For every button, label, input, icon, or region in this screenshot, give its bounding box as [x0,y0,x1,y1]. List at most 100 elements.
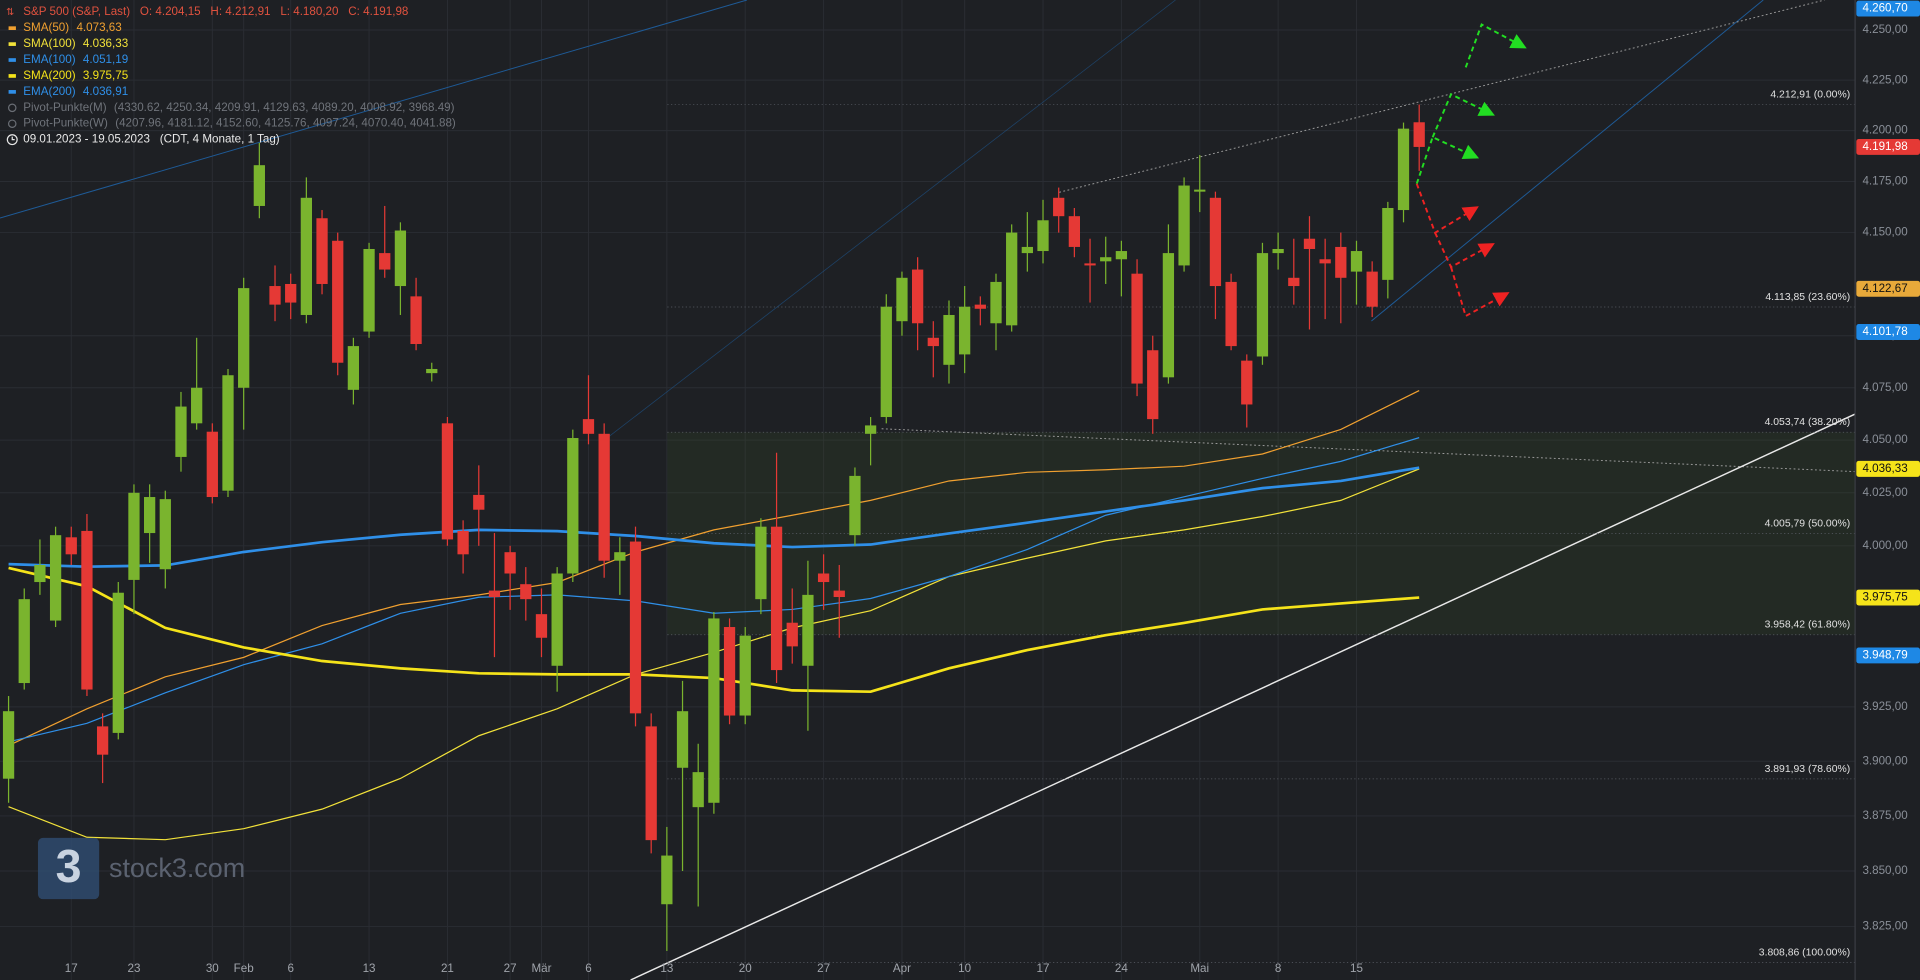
candle-body [786,622,798,647]
candle-body [191,387,203,424]
candle-body [1053,197,1065,217]
clock-icon [6,134,18,146]
candle-body [300,197,312,315]
candle-body [1068,216,1080,247]
trend-line [599,0,1176,444]
price-marker [1856,138,1920,155]
price-marker [1856,589,1920,606]
candle-body [833,590,845,598]
candle-body [112,592,124,733]
legend-value: 4.073,63 [76,21,121,34]
candle-body [1350,251,1363,272]
candle-body [849,475,861,536]
header: S&P 500 (S&P, Last) O: 4.204,15 H: 4.212,9… [23,5,408,18]
candle-body [441,423,454,540]
watermark-text: stock3.com [109,853,245,883]
candle-body [175,406,187,457]
x-tick-label: 13 [660,962,673,975]
candle-body [1131,273,1143,384]
y-tick-label: 4.050,00 [1862,433,1908,446]
candle-body [394,230,407,287]
pivot-entry: Pivot-Punkte(W) (4207.96, 4181.12, 4152.6… [23,117,456,130]
candle-body [238,288,250,388]
candle-body [18,599,30,684]
candle-body [598,433,610,561]
candle-body [817,573,830,583]
projection-up [1415,135,1480,185]
pivot-icon [7,119,17,129]
projection-up [1464,23,1527,68]
candle-body [222,375,234,491]
legend-entry: EMA(100) 4.051,19 [23,53,128,66]
candle-body [49,535,62,621]
x-tick-label: 27 [504,962,517,975]
candle-body [755,526,767,600]
range-note: (CDT, 4 Monate, 1 Tag) [160,133,280,146]
x-tick-label: Apr [893,962,911,975]
candle-body [974,304,986,309]
x-tick-label: 17 [65,962,78,975]
candle-body [159,499,171,570]
y-tick-label: 3.925,00 [1862,700,1908,713]
candle-body [739,635,751,716]
candle-body [1084,263,1096,266]
candle-body [457,530,469,555]
candle-body [959,306,971,355]
candle-body [504,552,516,574]
candle-body [708,618,720,803]
candle-body [347,346,360,390]
candle-body [912,269,924,324]
legend-entry: EMA(200) 4.036,91 [23,85,128,98]
candle-body [1021,246,1033,254]
fib-label: 3.808,86 (100.00%) [1759,947,1850,958]
candle-body [535,614,548,638]
ohlc-value: C: 4.191,98 [348,5,408,18]
y-tick-label: 4.075,00 [1862,381,1908,394]
price-marker [1856,460,1920,477]
candle-body [567,438,579,574]
candle-body [880,306,892,418]
candle-body [410,296,422,345]
candle-body [990,281,1002,324]
legend-name: EMA(200) [23,85,75,98]
candle-body [379,253,391,270]
pivot-entry: Pivot-Punkte(M) (4330.62, 4250.34, 4209.9… [23,101,454,114]
symbol: S&P 500 (S&P, Last) [23,5,130,18]
legend: S&P 500 (S&P, Last) O: 4.204,15 H: 4.212,9… [6,5,456,145]
x-tick-label: 13 [363,962,376,975]
x-tick-label: Mai [1190,962,1209,975]
candle-body [692,772,704,808]
projection-down [1450,266,1510,318]
price-marker-label: 3.948,79 [1862,649,1907,662]
pivot-name: Pivot-Punkte(W) [23,117,108,130]
candle-body [551,573,563,666]
legend-entry: SMA(100) 4.036,33 [23,37,128,50]
y-tick-label: 4.200,00 [1862,124,1908,137]
fib-zone [667,432,1856,635]
fib-label: 4.005,79 (50.00%) [1765,518,1851,529]
candle-body [1382,208,1394,280]
moving-average-line [8,390,1420,747]
candle-body [629,541,642,714]
x-tick-label: Feb [234,962,254,975]
candle-body [34,564,46,583]
candle-body [206,431,218,498]
candle-body [1319,259,1331,264]
x-tick-label: 6 [585,962,591,975]
price-marker-label: 4.122,67 [1862,282,1907,295]
candle-body [1037,220,1049,252]
legend-swatch [8,26,16,31]
candle-body [285,283,297,303]
y-tick-label: 4.025,00 [1862,486,1908,499]
candle-body [1335,246,1347,278]
candle-body [1178,185,1190,266]
price-marker-label: 3.975,75 [1862,591,1907,604]
y-tick-label: 3.825,00 [1862,920,1908,933]
trend-line [0,0,748,219]
price-marker-label: 4.260,70 [1862,2,1908,15]
header-icon: ⇅ [6,7,14,18]
candle-body [426,368,438,374]
x-tick-label: 8 [1275,962,1281,975]
